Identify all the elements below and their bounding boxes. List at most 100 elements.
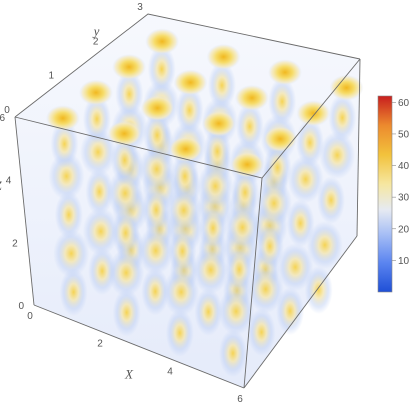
- y-tick-label: 1: [49, 71, 55, 82]
- colorbar-tick-label: 20: [398, 224, 410, 235]
- density-blob: [88, 247, 117, 296]
- density-blob: [295, 118, 324, 167]
- density-peak: [296, 100, 331, 127]
- density-blob: [165, 308, 194, 357]
- density-blob: [107, 169, 144, 218]
- density-blob: [207, 61, 236, 110]
- density-blob: [85, 167, 114, 216]
- density-column: [276, 100, 331, 336]
- density-blob: [231, 168, 260, 217]
- colorbar-tick-label: 30: [398, 193, 410, 204]
- density-blob: [197, 162, 234, 211]
- density-blob: [168, 227, 197, 276]
- density-blob: [263, 143, 292, 192]
- density-peak: [173, 69, 208, 96]
- density-blob: [50, 119, 79, 168]
- x-tick-label: 0: [27, 311, 33, 322]
- y-tick-label: 0: [4, 105, 10, 116]
- density-blob: [287, 155, 324, 204]
- density-column: [163, 136, 203, 357]
- x-tick-label: 4: [167, 366, 173, 377]
- density-blob: [199, 204, 228, 253]
- y-axis-label: y: [92, 23, 100, 38]
- density-blob: [224, 203, 261, 252]
- density-column: [137, 95, 175, 316]
- colorbar-gradient: [377, 95, 393, 293]
- density-peak: [234, 84, 269, 111]
- density-blob: [147, 45, 176, 94]
- density-column: [45, 105, 90, 317]
- density-blob: [111, 209, 140, 257]
- density-blob: [255, 222, 284, 271]
- density-blob: [247, 308, 276, 357]
- density-peak: [145, 28, 180, 55]
- colorbar-tick-label: 50: [398, 129, 410, 140]
- density-blob: [218, 329, 247, 378]
- density-blob: [82, 207, 119, 256]
- density-peak: [168, 136, 203, 163]
- density-peak: [140, 95, 175, 122]
- colorbar-tick-label: 40: [398, 161, 410, 172]
- density-blob: [110, 136, 139, 185]
- colorbar-tick-label: 60: [398, 98, 410, 109]
- density-blob: [112, 288, 141, 337]
- density-blob: [256, 179, 293, 228]
- density-blob: [54, 190, 83, 239]
- density-blob: [82, 95, 111, 144]
- density-column: [247, 125, 298, 357]
- density-blob: [328, 93, 357, 142]
- density-blob: [276, 287, 305, 336]
- density-blob: [59, 268, 88, 317]
- density-blob: [53, 229, 90, 278]
- density-blob: [165, 186, 202, 235]
- z-axis-label: Z: [0, 178, 2, 193]
- density-column: [218, 151, 265, 378]
- density-blob: [319, 131, 356, 180]
- density-peak: [78, 79, 113, 106]
- density-blob: [247, 265, 284, 314]
- z-tick-label: 6: [0, 113, 5, 124]
- density-column: [192, 110, 236, 336]
- density-peak: [268, 59, 303, 86]
- density-blob: [108, 248, 145, 297]
- density-blob: [175, 86, 204, 135]
- density-blob: [138, 145, 175, 194]
- density-blob: [225, 245, 254, 294]
- z-tick-label: 4: [6, 176, 12, 187]
- density-peak: [107, 120, 142, 147]
- z-tick-label: 0: [18, 301, 24, 312]
- colorbar-tick-label: 10: [398, 256, 410, 267]
- density-blob: [192, 245, 229, 294]
- density-blob: [143, 111, 172, 160]
- density-peak: [112, 54, 147, 81]
- y-tick-label: 3: [137, 2, 143, 13]
- density-peak: [45, 105, 80, 132]
- z-tick-label: 2: [12, 238, 18, 249]
- density-blob: [235, 102, 264, 151]
- density-blob: [142, 185, 171, 234]
- density-peak: [230, 151, 265, 178]
- density-blob: [203, 127, 232, 176]
- y-tick-label: 2: [93, 36, 99, 47]
- bounding-box: [14, 13, 361, 389]
- density-columns: [45, 28, 364, 378]
- x-tick-label: 6: [237, 394, 243, 405]
- axis-ticks: 0 2 4 6 X 0 1 2 3 y 0 2 4 6 Z: [0, 2, 243, 405]
- density-peak: [263, 125, 298, 152]
- density-blob: [141, 267, 170, 316]
- x-axis-label: X: [124, 367, 134, 382]
- x-tick-label: 2: [97, 339, 103, 350]
- density-blob: [317, 176, 346, 225]
- density-blob: [286, 199, 315, 248]
- density-blob: [194, 287, 223, 336]
- colorbar: 10 20 30 40 50 60: [377, 95, 410, 293]
- density-blob: [277, 243, 314, 292]
- density-column: [107, 120, 145, 337]
- density-blob: [137, 226, 174, 275]
- density-blob: [170, 152, 199, 201]
- density-blob: [218, 287, 255, 336]
- density-blob: [163, 268, 200, 317]
- density-peak: [206, 43, 241, 70]
- density-blob: [268, 77, 297, 126]
